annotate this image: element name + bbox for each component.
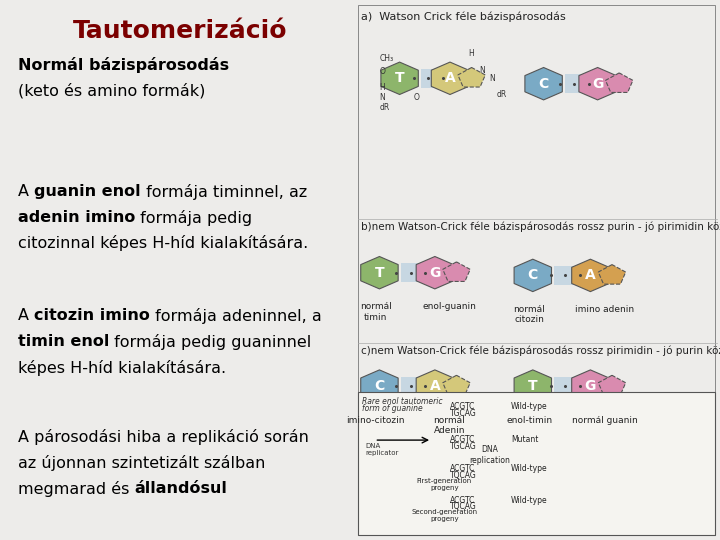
Text: Wild-type: Wild-type [511,496,548,505]
Text: citozin imino: citozin imino [34,308,150,323]
Text: ACGTC: ACGTC [450,435,475,444]
Text: enol-timin: enol-timin [506,416,552,425]
Polygon shape [361,370,398,402]
Polygon shape [416,256,454,289]
Text: citozinnal képes H-híd kialakítására.: citozinnal képes H-híd kialakítására. [18,235,308,252]
Text: A: A [430,379,440,393]
Text: megmarad és: megmarad és [18,481,135,497]
Text: CH₃: CH₃ [379,54,394,63]
FancyBboxPatch shape [401,263,420,282]
Polygon shape [361,256,398,289]
Bar [358,392,715,535]
FancyBboxPatch shape [554,266,576,285]
Text: imino-citozin: imino-citozin [346,416,405,425]
Text: A párosodási hiba a replikáció során: A párosodási hiba a replikáció során [18,429,309,445]
Text: form of guanine: form of guanine [362,404,423,413]
Text: enol-guanin: enol-guanin [423,302,476,312]
Polygon shape [381,62,418,94]
Text: O: O [414,93,420,102]
Text: (keto és amino formák): (keto és amino formák) [18,83,205,98]
Text: normál
Adenin: normál Adenin [433,416,465,435]
Text: T: T [374,266,384,280]
Text: normál
timin: normál timin [360,302,392,322]
Text: adenin imino: adenin imino [18,210,135,225]
Text: TGCAG: TGCAG [450,409,477,418]
Text: T: T [528,379,538,393]
FancyBboxPatch shape [401,377,420,395]
Text: állandósul: állandósul [135,481,228,496]
Polygon shape [572,370,609,402]
Text: b)nem Watson-Crick féle bázispárosodás rossz purin - jó pirimidin közöt:: b)nem Watson-Crick féle bázispárosodás r… [361,221,720,232]
Text: Wild-type: Wild-type [511,402,548,411]
Text: formája adeninnel, a: formája adeninnel, a [150,308,322,324]
Text: normál guanin: normál guanin [572,416,638,425]
Polygon shape [514,259,552,292]
FancyBboxPatch shape [565,74,583,93]
Text: N: N [479,66,485,75]
Text: A: A [18,308,34,323]
Text: imino adenin: imino adenin [575,305,634,314]
Text: formája pedig: formája pedig [135,210,253,226]
Text: formája timinnel, az: formája timinnel, az [140,184,307,200]
Polygon shape [443,262,470,281]
Text: Normál bázispárosodás: Normál bázispárosodás [18,57,229,73]
Text: H: H [379,83,385,92]
Text: dR: dR [497,90,507,99]
Text: H: H [468,49,474,58]
Text: A: A [18,184,34,199]
Polygon shape [579,68,616,100]
Text: C: C [374,379,384,393]
Text: G: G [429,266,441,280]
Text: C: C [528,268,538,282]
Text: O: O [379,67,385,76]
Text: formája pedig guaninnel: formája pedig guaninnel [109,334,312,350]
Text: Tautomerizáció: Tautomerizáció [73,19,287,43]
Polygon shape [443,375,470,395]
Text: dR: dR [379,104,390,112]
Text: N: N [379,93,385,102]
FancyBboxPatch shape [554,377,576,395]
Polygon shape [606,73,633,92]
Text: a)  Watson Crick féle bázispárosodás: a) Watson Crick féle bázispárosodás [361,12,566,22]
Text: timin enol: timin enol [18,334,109,349]
Text: A: A [445,71,455,85]
Text: A: A [585,268,595,282]
Text: képes H-híd kialakítására.: képes H-híd kialakítására. [18,360,226,376]
Text: C: C [539,77,549,91]
Text: TGCAG: TGCAG [450,442,477,451]
Text: DNA
replication: DNA replication [469,446,510,465]
Text: First-generation
progeny: First-generation progeny [417,478,472,491]
Text: Wild-type: Wild-type [511,464,548,474]
Polygon shape [525,68,562,100]
Text: ACGTC: ACGTC [450,496,475,505]
Bar [358,5,715,535]
Text: az újonnan szintetizált szálban: az újonnan szintetizált szálban [18,455,266,471]
Text: ACGTC: ACGTC [450,464,475,474]
Text: DNA
replicator: DNA replicator [365,443,398,456]
Polygon shape [572,259,609,292]
Polygon shape [431,62,469,94]
Text: Rare enol tautomeric: Rare enol tautomeric [362,397,443,406]
Text: normál
citozin: normál citozin [513,305,545,325]
Polygon shape [598,265,626,284]
Text: G: G [592,77,603,91]
Text: Mutant: Mutant [511,435,539,444]
FancyBboxPatch shape [421,69,436,87]
Text: TQCAG: TQCAG [450,502,477,511]
Text: T: T [395,71,405,85]
Text: Second-generation
progeny: Second-generation progeny [411,509,477,522]
Text: G: G [585,379,596,393]
Polygon shape [458,68,485,87]
Polygon shape [514,370,552,402]
Text: c)nem Watson-Crick féle bázispárosodás rossz pirimidin - jó purin között:: c)nem Watson-Crick féle bázispárosodás r… [361,346,720,356]
Text: guanin enol: guanin enol [34,184,140,199]
Text: N: N [490,74,495,83]
Polygon shape [598,375,626,395]
Text: TQCAG: TQCAG [450,471,477,480]
Polygon shape [416,370,454,402]
Text: ACGTC: ACGTC [450,402,475,411]
